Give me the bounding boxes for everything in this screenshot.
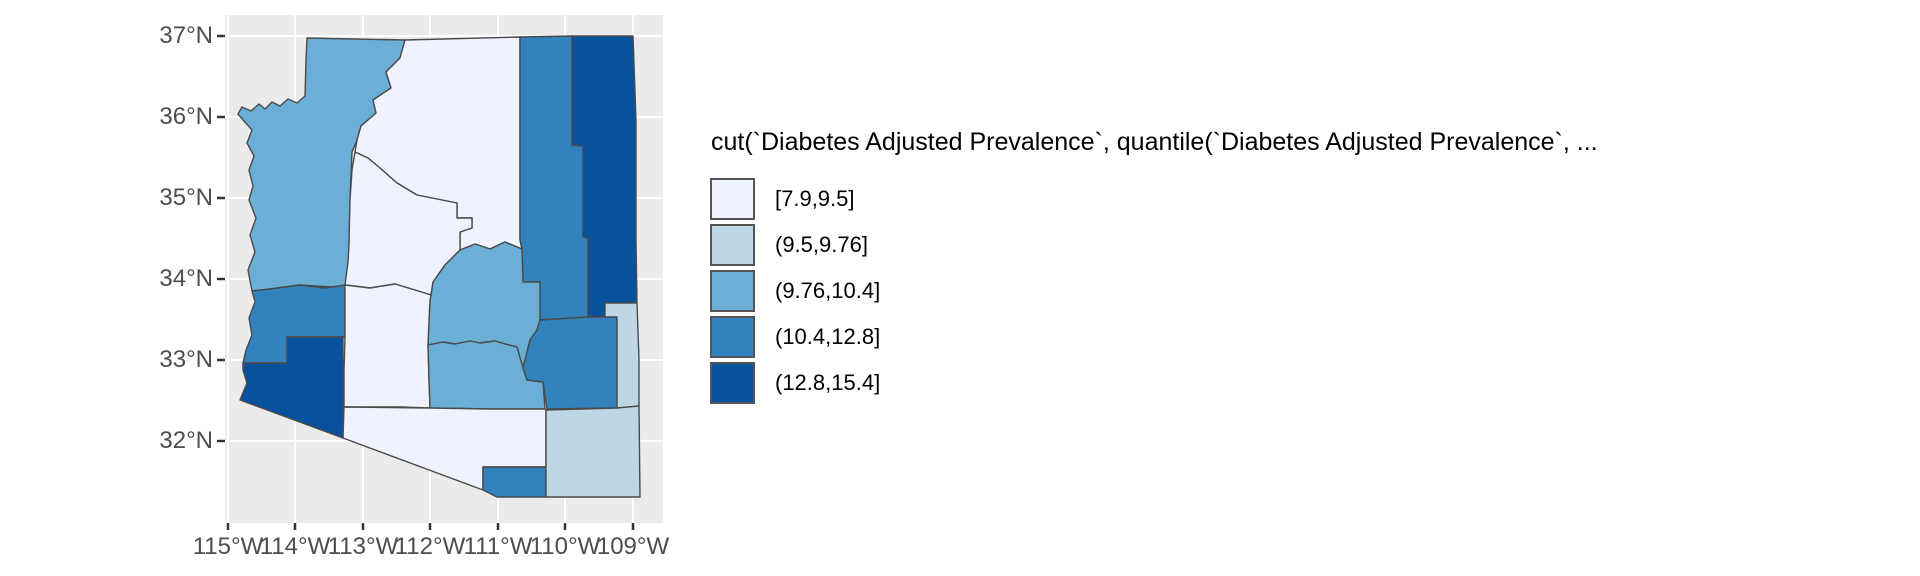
legend-key-label: (9.76,10.4]	[775, 278, 881, 303]
y-tick-label: 32°N	[159, 427, 213, 454]
legend-key-label: (10.4,12.8]	[775, 324, 881, 349]
legend-entry: (12.8,15.4]	[710, 362, 880, 404]
legend-key-swatch	[710, 270, 755, 312]
legend-key-swatch	[710, 178, 755, 220]
x-tick-label: 115°W	[192, 533, 264, 560]
x-tick-label: 114°W	[259, 533, 331, 560]
legend-key-label: (12.8,15.4]	[775, 370, 881, 395]
y-tick-label: 36°N	[159, 103, 213, 130]
legend-key-label: (9.5,9.76]	[775, 232, 868, 257]
x-tick-label: 113°W	[327, 533, 399, 560]
legend-key-swatch	[710, 362, 755, 404]
x-tick-label: 112°W	[394, 533, 466, 560]
legend-entry: (9.5,9.76]	[710, 224, 868, 266]
county-santa-cruz	[482, 466, 547, 498]
x-tick-label: 111°W	[463, 533, 533, 560]
y-tick-label: 33°N	[159, 346, 213, 373]
county-maricopa	[343, 283, 432, 409]
arizona-county-map	[217, 15, 663, 530]
y-tick-label: 34°N	[159, 265, 213, 292]
legend-key-swatch	[710, 224, 755, 266]
county-graham	[522, 316, 618, 410]
legend-entry: [7.9,9.5]	[710, 178, 855, 220]
legend-entry: (10.4,12.8]	[710, 316, 880, 358]
county-cochise	[545, 405, 641, 498]
y-tick-label: 35°N	[159, 184, 213, 211]
legend-key-label: [7.9,9.5]	[775, 186, 855, 211]
y-tick-label: 37°N	[159, 22, 213, 49]
x-tick-label: 109°W	[596, 533, 670, 560]
x-tick-label: 110°W	[529, 533, 601, 560]
legend-key-swatch	[710, 316, 755, 358]
legend-entry: (9.76,10.4]	[710, 270, 880, 312]
legend-title: cut(`Diabetes Adjusted Prevalence`, quan…	[711, 128, 1598, 156]
